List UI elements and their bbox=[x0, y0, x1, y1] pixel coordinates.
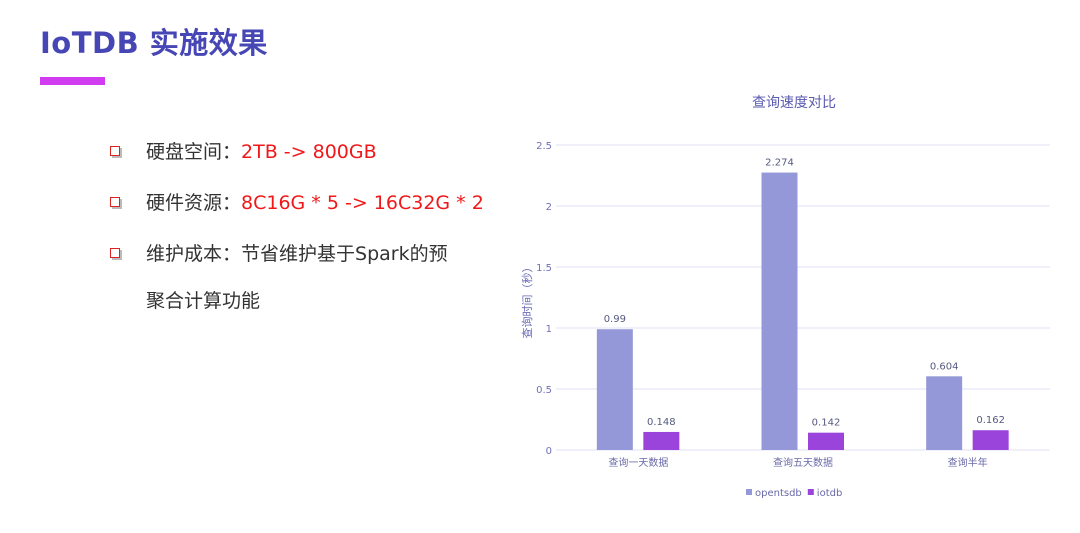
bullet-label: 硬件资源： bbox=[146, 192, 242, 214]
chart-title: 查询速度对比 bbox=[752, 95, 836, 111]
bar-iotdb bbox=[808, 432, 844, 450]
x-tick-label: 查询半年 bbox=[948, 456, 988, 469]
y-tick-label: 2.5 bbox=[536, 141, 552, 152]
x-tick-label: 查询五天数据 bbox=[773, 456, 833, 469]
title-underline bbox=[40, 77, 105, 85]
data-label: 0.148 bbox=[647, 417, 676, 428]
data-label: 0.162 bbox=[976, 415, 1005, 426]
bullet-square-icon bbox=[110, 197, 120, 207]
y-tick-label: 0.5 bbox=[536, 385, 552, 396]
bar-iotdb bbox=[643, 431, 680, 450]
y-tick-label: 1.5 bbox=[536, 263, 552, 274]
slide-title: IoTDB 实施效果 bbox=[40, 26, 268, 60]
x-tick-label: 查询一天数据 bbox=[608, 456, 668, 469]
legend-swatch-iotdb bbox=[807, 489, 814, 495]
bar-chart: 查询速度对比 查询时间（秒） 0 0.5 1 1.5 2 2.5 查询一天数据 查询五天数据 查… bbox=[520, 95, 1050, 499]
legend-swatch-opentsdb bbox=[746, 489, 752, 495]
legend-label-iotdb: iotdb bbox=[817, 488, 843, 499]
y-tick-label: 1 bbox=[546, 324, 552, 335]
y-tick-label: 2 bbox=[546, 202, 552, 213]
bullet-square-icon bbox=[110, 146, 120, 156]
bullet-label: 硬盘空间： bbox=[146, 141, 242, 163]
bullet-value: 8C16G * 5 -> 16C32G * 2 bbox=[241, 192, 484, 214]
legend-label-opentsdb: opentsdb bbox=[755, 488, 802, 499]
bullet-square-icon bbox=[110, 248, 120, 258]
y-axis-label: 查询时间（秒） bbox=[520, 262, 534, 339]
data-label: 0.604 bbox=[930, 361, 959, 372]
bar-opentsdb bbox=[926, 376, 963, 450]
bullet-label: 维护成本： bbox=[146, 243, 242, 265]
bar-opentsdb bbox=[761, 172, 798, 450]
bar-opentsdb bbox=[596, 329, 633, 450]
bullet-continuation: 聚合计算功能 bbox=[146, 290, 261, 312]
data-label: 0.99 bbox=[604, 314, 626, 325]
bar-iotdb bbox=[972, 430, 1009, 450]
bullet-value: 节省维护基于Spark的预 bbox=[241, 243, 448, 265]
y-tick-label: 0 bbox=[546, 446, 552, 457]
data-label: 2.274 bbox=[765, 158, 794, 169]
data-label: 0.142 bbox=[812, 418, 841, 429]
bullet-value: 2TB -> 800GB bbox=[241, 141, 377, 163]
